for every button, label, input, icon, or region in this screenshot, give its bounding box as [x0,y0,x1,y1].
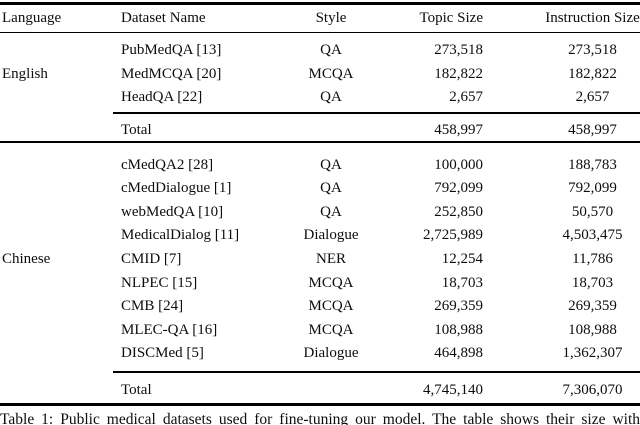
dataset-name-cell: webMedQA [10] [121,204,224,220]
dataset-name-cell: MedMCQA [20] [121,65,222,82]
instruction-size-cell: 18,703 [571,275,614,291]
instruction-size-cell: 108,988 [568,322,617,338]
style-cell [281,379,381,401]
style-cell: MCQA [308,65,354,82]
instruction-size-cell: 7,306,070 [562,381,623,398]
topic-size-cell: 273,518 [434,42,483,58]
topic-size-cell: 458,997 [434,122,483,138]
style-cell: QA [320,204,342,220]
topic-size-cell: 108,988 [434,322,483,338]
bottom-rule [0,402,640,406]
style-cell: QA [320,42,342,58]
topic-size-cell: 4,745,140 [423,381,483,398]
instruction-size-cell: 458,997 [568,122,617,138]
table-row: HeadQA [22] QA 2,657 2,657 [0,86,640,108]
header-topic: Topic Size [419,10,483,26]
table-row: CMB [24] MCQA 269,359 269,359 [0,295,640,317]
english-total-rule [113,112,640,114]
dataset-name-cell: PubMedQA [13] [121,42,222,58]
style-cell: MCQA [308,322,354,338]
instruction-size-cell: 182,822 [568,65,617,82]
topic-size-cell: 792,099 [434,180,483,196]
table-row: cMedDialogue [1] QA 792,099 792,099 [0,177,640,199]
topic-size-cell: 252,850 [434,204,483,220]
header-style: Style [315,10,347,26]
instruction-size-cell: 50,570 [571,204,614,220]
dataset-name-cell: CMID [7] [121,251,182,267]
style-cell: MCQA [308,298,354,314]
instruction-size-cell: 269,359 [568,298,617,314]
table-row: MLEC-QA [16] MCQA 108,988 108,988 [0,319,640,341]
style-cell: QA [320,89,342,105]
table-total-row: Total 458,997 458,997 [0,119,640,141]
instruction-size-cell: 188,783 [568,157,617,173]
table-row: MedicalDialog [11] Dialogue 2,725,989 4,… [0,224,640,246]
instruction-size-cell: 1,362,307 [562,345,623,361]
topic-size-cell: 182,822 [434,65,483,82]
header-rule [0,31,640,34]
style-cell: NER [316,251,346,267]
style-cell: QA [320,157,342,173]
dataset-name-cell: MedicalDialog [11] [121,227,240,243]
topic-size-cell: 12,254 [441,251,483,267]
topic-size-cell: 2,725,989 [423,227,483,243]
total-label: Total [121,122,152,138]
dataset-name-cell: NLPEC [15] [121,275,198,291]
instruction-size-cell: 4,503,475 [562,227,623,243]
instruction-size-cell: 11,786 [572,251,613,267]
table-row: PubMedQA [13] QA 273,518 273,518 [0,39,640,61]
topic-size-cell: 2,657 [449,89,483,105]
dataset-name-cell: DISCMed [5] [121,345,204,361]
table-row: cMedQA2 [28] QA 100,000 188,783 [0,154,640,176]
table-row: NLPEC [15] MCQA 18,703 18,703 [0,272,640,294]
style-cell [281,119,381,141]
dataset-name-cell: CMB [24] [121,298,184,314]
header-instruction: Instruction Size [545,10,640,26]
dataset-name-cell: cMedDialogue [1] [121,180,232,196]
topic-size-cell: 18,703 [441,275,483,291]
header-dataset: Dataset Name [121,10,206,26]
header-language: Language [2,10,62,26]
style-cell: Dialogue [303,227,359,243]
dataset-name-cell: MLEC-QA [16] [121,322,218,338]
instruction-size-cell: 273,518 [568,42,617,58]
instruction-size-cell: 792,099 [568,180,617,196]
dataset-name-cell: cMedQA2 [28] [121,157,214,173]
language-label-english: English [2,65,48,82]
chinese-total-rule [113,371,640,373]
table-row: DISCMed [5] Dialogue 464,898 1,362,307 [0,342,640,364]
table-total-row: Total 4,745,140 7,306,070 [0,379,640,401]
topic-size-cell: 464,898 [434,345,483,361]
language-label-chinese: Chinese [2,251,51,267]
style-cell: QA [320,180,342,196]
total-label: Total [121,381,152,398]
topic-size-cell: 269,359 [434,298,483,314]
table-header-row: Language Dataset Name Style Topic Size I… [0,7,640,29]
top-rule [0,2,640,5]
dataset-name-cell: HeadQA [22] [121,89,203,105]
table-row: CMID [7] NER 12,254 11,786 [0,248,640,270]
style-cell: MCQA [308,275,354,291]
section-divider-rule [0,141,640,144]
style-cell: Dialogue [303,345,359,361]
instruction-size-cell: 2,657 [575,89,610,105]
topic-size-cell: 100,000 [434,157,483,173]
table-caption: Table 1: Public medical datasets used fo… [0,411,640,425]
table-row: MedMCQA [20] MCQA 182,822 182,822 [0,63,640,85]
table-row: webMedQA [10] QA 252,850 50,570 [0,201,640,223]
